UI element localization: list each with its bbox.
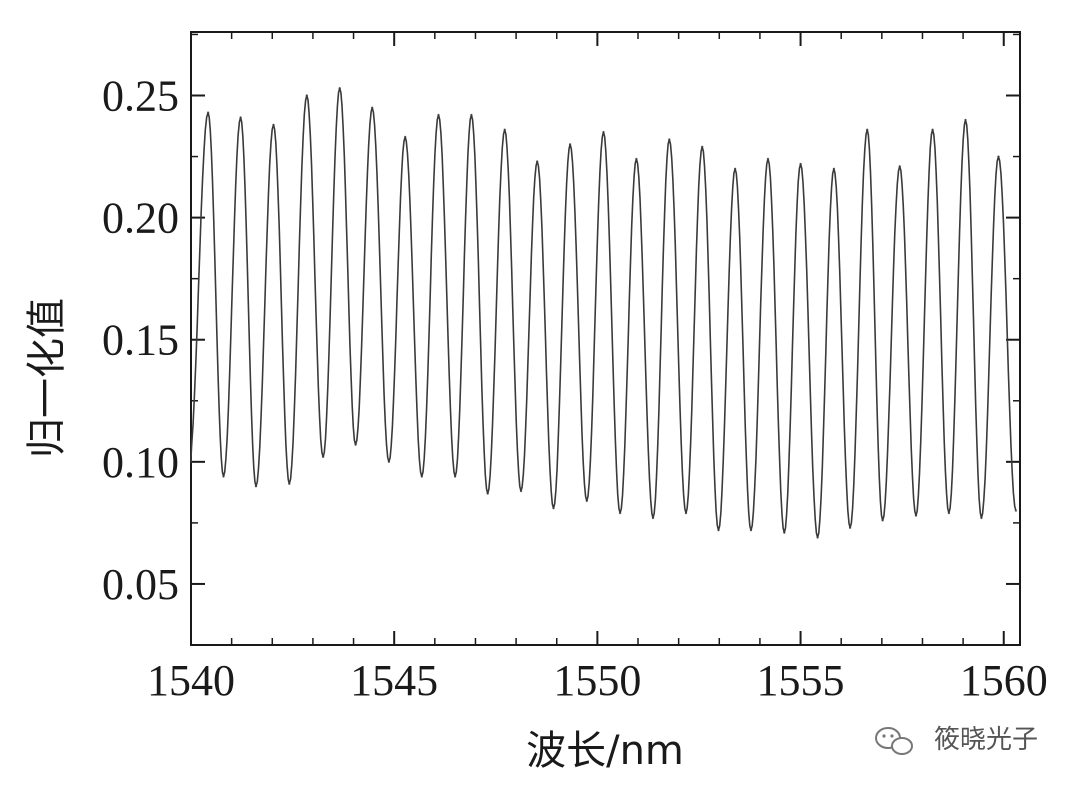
- peak-point: [206, 111, 210, 114]
- y-tick-labels: 0.05 0.10 0.15 0.20 0.25: [102, 71, 179, 608]
- trough-point: [552, 507, 555, 510]
- peak-point: [503, 128, 506, 131]
- trough-point: [651, 516, 655, 520]
- trough-point: [848, 526, 852, 529]
- watermark: 筱晓光子: [875, 725, 1038, 755]
- series-line: [190, 87, 1017, 539]
- trough-point: [783, 531, 786, 534]
- peak-point: [371, 106, 374, 109]
- peak-point: [305, 94, 308, 97]
- trough-point: [914, 514, 918, 517]
- ticks: [190, 32, 1020, 645]
- trough-point: [254, 485, 258, 488]
- trough-point: [618, 511, 622, 515]
- peak-point: [404, 135, 407, 139]
- trough-point: [222, 475, 225, 478]
- peak-point: [272, 123, 275, 127]
- trough-point: [881, 519, 884, 522]
- trough-point: [420, 475, 423, 478]
- trough-point: [288, 482, 291, 485]
- y-tick-label: 0.10: [102, 438, 179, 487]
- x-tick-label: 1555: [757, 656, 845, 705]
- y-axis-title: 归一化值: [24, 298, 70, 458]
- peak-point: [701, 145, 704, 148]
- y-tick-label: 0.05: [102, 560, 179, 609]
- trough-point: [684, 511, 688, 515]
- trough-point: [189, 460, 193, 463]
- peak-point: [635, 157, 638, 161]
- x-tick-labels: 1540 1545 1550 1555 1560: [147, 656, 1048, 705]
- wechat-icon: [875, 727, 913, 755]
- trough-point: [980, 516, 983, 520]
- plot-frame: [190, 31, 1021, 646]
- trough-point: [387, 460, 391, 463]
- peak-point: [766, 157, 770, 161]
- y-tick-label: 0.20: [102, 194, 179, 243]
- x-tick-label: 1550: [553, 656, 641, 705]
- trough-point: [1014, 509, 1018, 512]
- trough-points: [189, 443, 1018, 539]
- y-tick-label: 0.25: [102, 71, 179, 120]
- trough-point: [947, 511, 951, 515]
- peak-point: [832, 167, 836, 170]
- trough-point: [486, 492, 489, 495]
- peak-point: [536, 160, 539, 163]
- peak-point: [866, 128, 869, 131]
- peak-point: [568, 143, 572, 146]
- x-axis-title: 波长/nm: [526, 728, 684, 774]
- peak-point: [931, 128, 934, 131]
- peak-point: [668, 138, 671, 141]
- peak-point: [898, 165, 901, 168]
- trough-point: [749, 529, 753, 532]
- trough-point: [519, 489, 523, 493]
- x-tick-label: 1545: [350, 656, 438, 705]
- peak-point: [239, 116, 242, 119]
- peak-point: [733, 167, 737, 170]
- peak-point: [470, 113, 473, 117]
- trough-point: [453, 475, 457, 478]
- trough-point: [354, 443, 357, 446]
- trough-point: [717, 529, 720, 532]
- trough-point: [816, 536, 819, 539]
- x-tick-label: 1540: [147, 656, 235, 705]
- watermark-text: 筱晓光子: [934, 725, 1038, 755]
- peak-point: [964, 118, 967, 122]
- peak-points: [206, 87, 1000, 170]
- peak-point: [602, 130, 605, 134]
- peak-point: [799, 162, 802, 166]
- x-tick-label: 1560: [960, 656, 1048, 705]
- peak-point: [997, 155, 1000, 158]
- trough-point: [585, 499, 588, 503]
- y-tick-label: 0.15: [102, 316, 179, 365]
- peak-point: [437, 113, 440, 117]
- trough-point: [321, 455, 325, 459]
- peak-point: [338, 87, 341, 90]
